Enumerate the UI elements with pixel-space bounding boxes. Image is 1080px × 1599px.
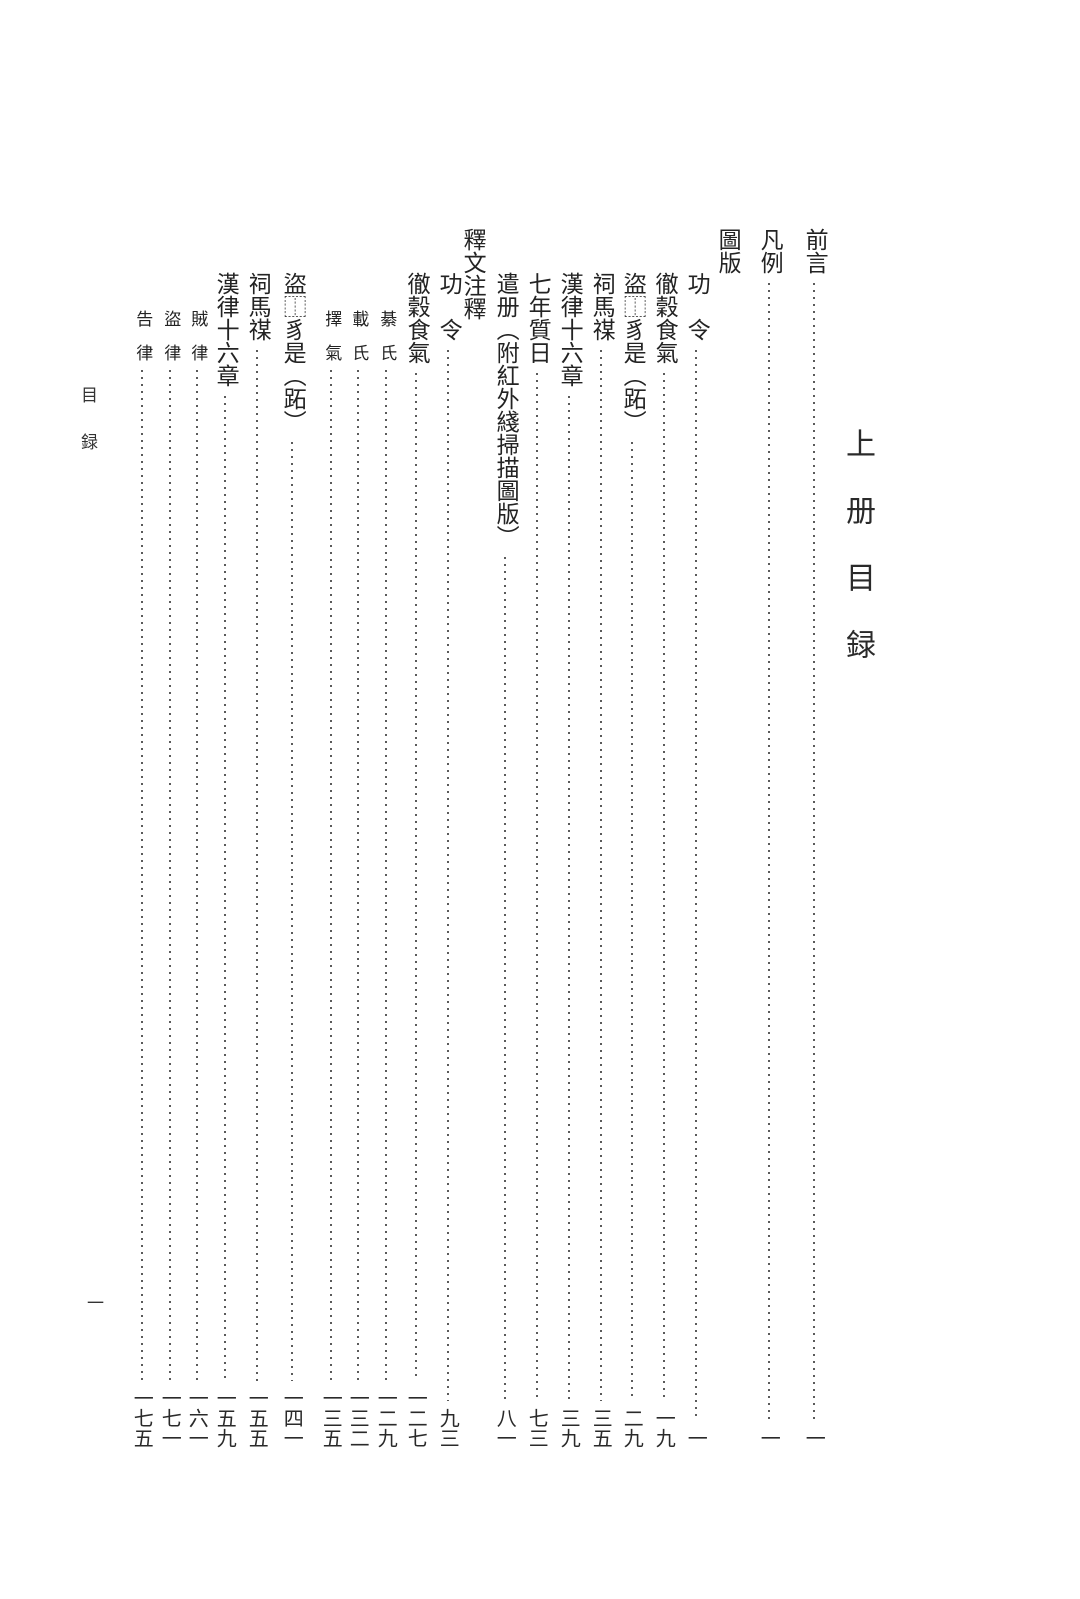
toc-entry-title: 漢律十六章 bbox=[556, 272, 583, 387]
toc-entry-page-number: 七三 bbox=[525, 1408, 550, 1448]
toc-entry-title: 祠馬禖 bbox=[588, 272, 615, 341]
toc-entry: 漢律十六章 三九 bbox=[552, 272, 586, 1448]
dotted-leader bbox=[385, 370, 387, 1381]
dotted-leader bbox=[536, 373, 538, 1401]
toc-entry-title: 凡例 bbox=[756, 228, 783, 274]
toc-entry: 盜 律 一七一 bbox=[153, 310, 187, 1448]
dotted-leader bbox=[141, 370, 143, 1381]
toc-entry: 前言 一 bbox=[797, 228, 831, 1448]
toc-entry-page-number: 一二九 bbox=[374, 1388, 399, 1448]
toc-entry-title: 徹穀食氣 bbox=[403, 272, 430, 364]
toc-entry-title: 盜⿰豸是（跖） bbox=[619, 272, 646, 433]
dotted-leader bbox=[768, 283, 770, 1421]
toc-entry: 盜⿰豸是（跖） 一四一 bbox=[275, 272, 309, 1448]
toc-entry-title: 告 律 bbox=[132, 310, 153, 361]
toc-entry-page-number: 九三 bbox=[436, 1408, 461, 1448]
toc-entry-page-number: 一三二 bbox=[346, 1388, 371, 1448]
toc-entry-page-number: 三九 bbox=[557, 1408, 582, 1448]
toc-entry: 綦 氏 一二九 bbox=[369, 310, 403, 1448]
dotted-leader bbox=[813, 283, 815, 1421]
toc-entry-page-number: 一二七 bbox=[404, 1388, 429, 1448]
toc-entry: 祠馬禖 一五五 bbox=[240, 272, 274, 1448]
dotted-leader bbox=[357, 370, 359, 1381]
toc-entry-page-number: 一九 bbox=[652, 1408, 677, 1448]
toc-entry-page-number: 一五九 bbox=[213, 1388, 238, 1448]
toc-entry-title: 功 令 bbox=[435, 272, 462, 341]
toc-entry-page-number: 八一 bbox=[493, 1408, 518, 1448]
running-header: 目録 bbox=[77, 386, 97, 480]
toc-entry-page-number: 一 bbox=[757, 1428, 782, 1448]
dotted-leader bbox=[568, 396, 570, 1401]
toc-entry-title: 前言 bbox=[801, 228, 828, 274]
toc-entry-page-number: 一六一 bbox=[185, 1388, 210, 1448]
toc-entry-title: 綦 氏 bbox=[376, 310, 397, 361]
toc-entry: 釋文注釋 bbox=[455, 228, 489, 320]
dotted-leader bbox=[169, 370, 171, 1381]
toc-entry: 盜⿰豸是（跖） 二九 bbox=[615, 272, 649, 1448]
toc-entry: 功 令 一 bbox=[679, 272, 713, 1448]
dotted-leader bbox=[663, 373, 665, 1401]
toc-entry-page-number: 一三五 bbox=[319, 1388, 344, 1448]
toc-entry-title: 漢律十六章 bbox=[212, 272, 239, 387]
toc-entry-page-number: 一五五 bbox=[245, 1388, 270, 1448]
toc-entry-page-number: 一 bbox=[802, 1428, 827, 1448]
dotted-leader bbox=[447, 350, 449, 1401]
dotted-leader bbox=[631, 442, 633, 1401]
dotted-leader bbox=[256, 350, 258, 1381]
dotted-leader bbox=[291, 442, 293, 1381]
toc-entry: 圖版 bbox=[710, 228, 744, 274]
folio-page-number: 一 bbox=[83, 1294, 103, 1311]
toc-entry-page-number: 一七一 bbox=[158, 1388, 183, 1448]
toc-entry-title: 擇 氣 bbox=[321, 310, 342, 361]
toc-entry-title: 賊 律 bbox=[187, 310, 208, 361]
toc-entry: 賊 律 一六一 bbox=[180, 310, 214, 1448]
toc-entry-page-number: 一七五 bbox=[130, 1388, 155, 1448]
toc-entry: 遣册（附紅外綫掃描圖版） 八一 bbox=[488, 272, 522, 1448]
dotted-leader bbox=[196, 370, 198, 1381]
toc-entry: 載 氏 一三二 bbox=[341, 310, 375, 1448]
toc-entry-page-number: 一 bbox=[684, 1428, 709, 1448]
toc-entry-title: 功 令 bbox=[683, 272, 710, 341]
toc-entry-title: 祠馬禖 bbox=[244, 272, 271, 341]
toc-entry: 告 律 一七五 bbox=[125, 310, 159, 1448]
toc-entry-title: 圖版 bbox=[714, 228, 741, 274]
dotted-leader bbox=[224, 396, 226, 1381]
toc-entry-title: 七年質日 bbox=[524, 272, 551, 364]
volume-title: 上册目録 bbox=[840, 428, 875, 696]
toc-entry: 祠馬禖 三五 bbox=[584, 272, 618, 1448]
dotted-leader bbox=[504, 557, 506, 1401]
dotted-leader bbox=[415, 373, 417, 1381]
toc-entry-page-number: 三五 bbox=[589, 1408, 614, 1448]
toc-entry-title: 載 氏 bbox=[348, 310, 369, 361]
toc-entry: 徹穀食氣 一二七 bbox=[399, 272, 433, 1448]
toc-entry: 功 令 九三 bbox=[431, 272, 465, 1448]
toc-entry-title: 徹穀食氣 bbox=[651, 272, 678, 364]
toc-entry: 凡例 一 bbox=[752, 228, 786, 1448]
toc-entry-title: 釋文注釋 bbox=[459, 228, 486, 320]
toc-entry-page-number: 二九 bbox=[620, 1408, 645, 1448]
toc-entry: 擇 氣 一三五 bbox=[314, 310, 348, 1448]
toc-entry-title: 盜 律 bbox=[160, 310, 181, 361]
toc-entry: 漢律十六章 一五九 bbox=[208, 272, 242, 1448]
dotted-leader bbox=[330, 370, 332, 1381]
toc-entry: 七年質日 七三 bbox=[520, 272, 554, 1448]
toc-entry-page-number: 一四一 bbox=[280, 1388, 305, 1448]
dotted-leader bbox=[600, 350, 602, 1401]
toc-entry: 徹穀食氣 一九 bbox=[647, 272, 681, 1448]
dotted-leader bbox=[695, 350, 697, 1421]
toc-entry-title: 盜⿰豸是（跖） bbox=[279, 272, 306, 433]
toc-entry-title: 遣册（附紅外綫掃描圖版） bbox=[492, 272, 519, 548]
